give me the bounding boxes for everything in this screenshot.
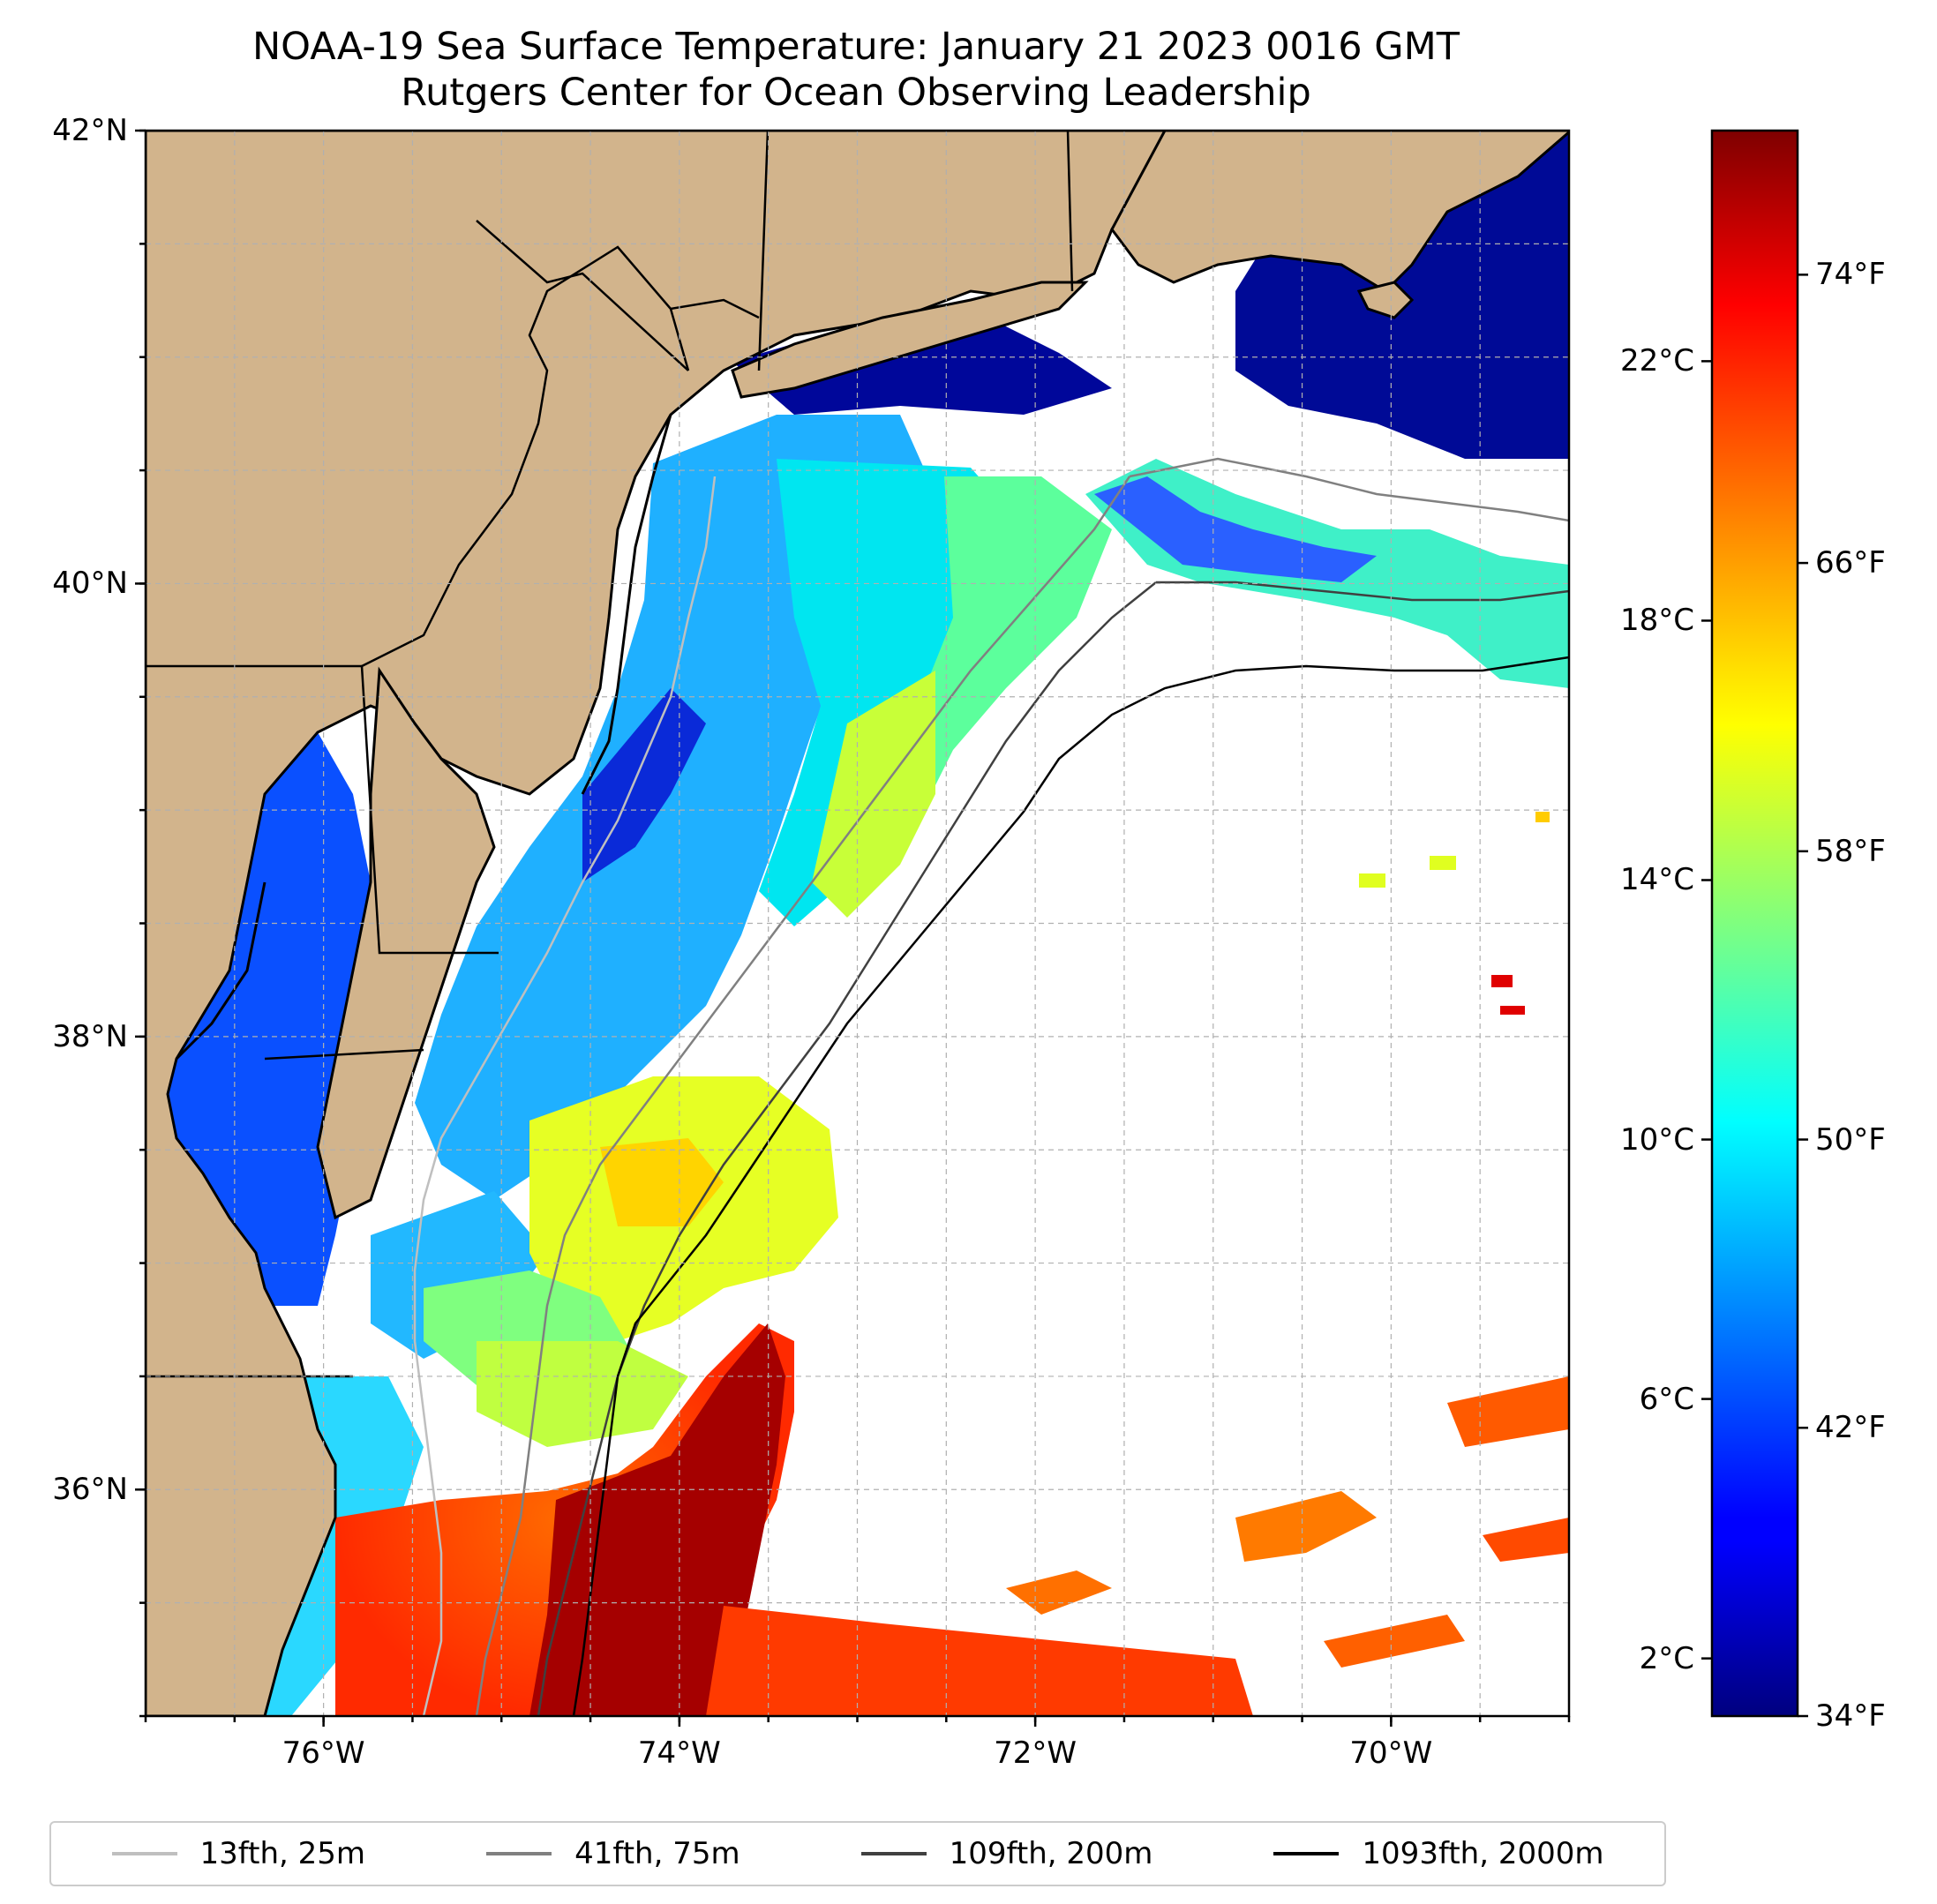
legend: 13fth, 25m 41fth, 75m 109fth, 200m 1093f… <box>49 1821 1666 1886</box>
bathymetry-contours <box>413 457 1569 1716</box>
sst-orange-streak-2 <box>1324 1615 1465 1668</box>
lat-tick-label: 40°N <box>52 566 128 602</box>
sst-yellow-speck-2 <box>1430 856 1456 870</box>
legend-item-25m: 13fth, 25m <box>111 1836 366 1871</box>
lon-tick-label: 74°W <box>637 1735 721 1771</box>
colorbar-c-label: 2°C <box>1639 1640 1694 1676</box>
contour-200m-ne <box>1156 581 1569 602</box>
contour-75m <box>475 476 1131 1716</box>
colorbar-c-label: 22°C <box>1619 343 1694 379</box>
legend-swatch <box>111 1852 177 1855</box>
legend-swatch <box>860 1852 927 1855</box>
colorbar <box>1710 129 1799 1718</box>
sst-orange-streak-3 <box>1447 1376 1569 1447</box>
sst-red-speck-1 <box>1491 975 1513 987</box>
contour-200m <box>537 581 1157 1716</box>
sst-orange-streak-4 <box>1483 1518 1569 1562</box>
gridlines <box>146 131 1569 1716</box>
legend-label: 13fth, 25m <box>199 1836 366 1871</box>
sst-orange-streak-1 <box>1235 1491 1377 1562</box>
colorbar-c-label: 18°C <box>1619 603 1694 639</box>
state-borders <box>146 131 1074 1378</box>
legend-item-2000m: 1093fth, 2000m <box>1273 1836 1603 1871</box>
colorbar-c-label: 6°C <box>1639 1381 1694 1417</box>
sst-yellow-speck-1 <box>1359 873 1385 888</box>
legend-item-75m: 41fth, 75m <box>486 1836 740 1871</box>
colorbar-c-label: 14°C <box>1619 862 1694 898</box>
colorbar-f-label: 50°F <box>1815 1121 1886 1158</box>
sst-orange-streak-5 <box>1006 1570 1112 1615</box>
map-subtitle: Rutgers Center for Ocean Observing Leade… <box>401 71 1311 115</box>
colorbar-f-label: 34°F <box>1815 1698 1886 1734</box>
lon-tick-label: 70°W <box>1349 1735 1433 1771</box>
legend-label: 1093fth, 2000m <box>1362 1836 1604 1871</box>
colorbar-c-label: 10°C <box>1619 1121 1694 1158</box>
lon-tick-label: 76°W <box>282 1735 365 1771</box>
lat-tick-label: 36°N <box>52 1472 128 1508</box>
sst-nj-deep-blue <box>582 688 706 882</box>
map-area <box>146 131 1569 1716</box>
lon-tick-label: 72°W <box>994 1735 1077 1771</box>
land-layer <box>146 131 1569 1716</box>
land-new-england <box>1110 131 1569 293</box>
sst-blue-ne-fringe <box>1094 476 1377 582</box>
lat-tick-label: 38°N <box>52 1018 128 1054</box>
sst-yellow-patch-shelf <box>812 671 935 918</box>
sst-gold-patch <box>600 1138 724 1226</box>
sst-red-south-band <box>706 1606 1253 1716</box>
contour-75m-ne <box>1129 457 1569 522</box>
land-delmarva <box>316 666 496 1220</box>
land-cape-cod <box>1356 281 1415 319</box>
colorbar-ticks <box>1701 274 1808 1718</box>
contour-2000m <box>572 656 1569 1716</box>
sst-yellow-speck-3 <box>1535 812 1550 822</box>
coastline <box>175 414 672 1061</box>
legend-item-200m: 109fth, 200m <box>860 1836 1153 1871</box>
legend-swatch <box>486 1852 552 1855</box>
sst-dark-red-gulf-stream <box>529 1323 785 1716</box>
colorbar-f-label: 42°F <box>1815 1410 1886 1446</box>
axis-ticks <box>135 129 1571 1727</box>
map-title: NOAA-19 Sea Surface Temperature: January… <box>252 25 1460 69</box>
colorbar-f-label: 66°F <box>1815 545 1886 581</box>
legend-label: 41fth, 75m <box>574 1836 740 1871</box>
sst-yellow-green-south <box>477 1341 688 1447</box>
colorbar-f-label: 58°F <box>1815 833 1886 869</box>
legend-label: 109fth, 200m <box>949 1836 1153 1871</box>
sst-data-layer <box>150 132 1569 1716</box>
colorbar-f-label: 74°F <box>1815 257 1886 293</box>
legend-swatch <box>1273 1852 1340 1855</box>
land-long-island <box>731 281 1089 399</box>
lat-tick-label: 42°N <box>52 113 128 148</box>
sst-red-speck-2 <box>1500 1006 1525 1015</box>
